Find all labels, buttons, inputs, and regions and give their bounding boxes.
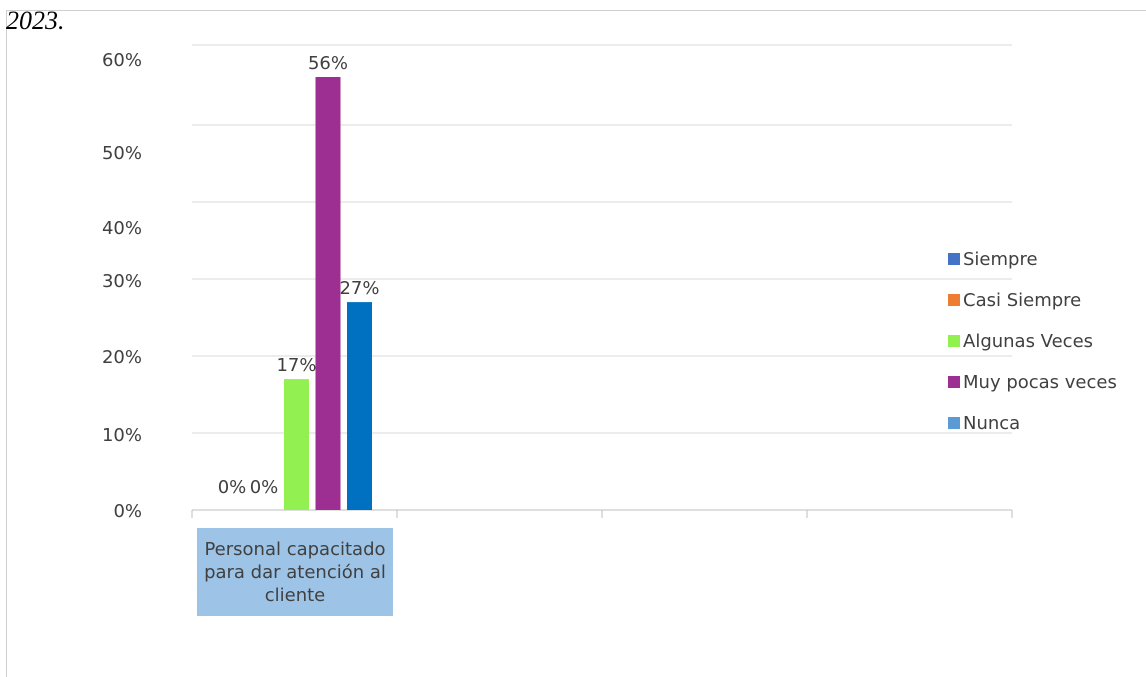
legend-label-nunca: Nunca xyxy=(963,413,1020,434)
legend-label-siempre: Siempre xyxy=(963,249,1038,270)
legend-label-casi-siempre: Casi Siempre xyxy=(963,290,1081,311)
bar-muy-pocas-veces xyxy=(315,77,341,510)
category-label-0: Personal capacitado para dar atención al… xyxy=(197,528,393,616)
data-label-casi-siempre: 0% xyxy=(250,477,279,498)
legend-swatch-algunas-veces xyxy=(948,335,960,347)
data-label-muy-pocas-veces: 56% xyxy=(308,53,348,74)
data-label-siempre: 0% xyxy=(218,477,247,498)
legend-swatch-muy-pocas-veces xyxy=(948,376,960,388)
data-label-algunas-veces: 17% xyxy=(276,355,316,376)
y-tick-label-5: 50% xyxy=(102,143,142,164)
bar-nunca xyxy=(347,302,372,510)
bar-algunas-veces xyxy=(284,379,309,510)
legend-swatch-casi-siempre xyxy=(948,294,960,306)
y-tick-label-2: 20% xyxy=(102,347,142,368)
legend-swatch-siempre xyxy=(948,253,960,265)
data-label-nunca: 27% xyxy=(339,278,379,299)
frame-left-rule xyxy=(6,10,7,677)
legend-swatch-nunca xyxy=(948,417,960,429)
legend-label-algunas-veces: Algunas Veces xyxy=(963,331,1093,352)
y-tick-label-3: 30% xyxy=(102,271,142,292)
y-tick-label-1: 10% xyxy=(102,425,142,446)
frame-top-rule xyxy=(6,10,1146,11)
figure-caption: 2023. xyxy=(6,6,65,35)
legend-label-muy-pocas-veces: Muy pocas veces xyxy=(963,372,1117,393)
y-tick-label-0: 0% xyxy=(113,501,142,522)
y-tick-label-6: 60% xyxy=(102,50,142,71)
y-tick-label-4: 40% xyxy=(102,218,142,239)
